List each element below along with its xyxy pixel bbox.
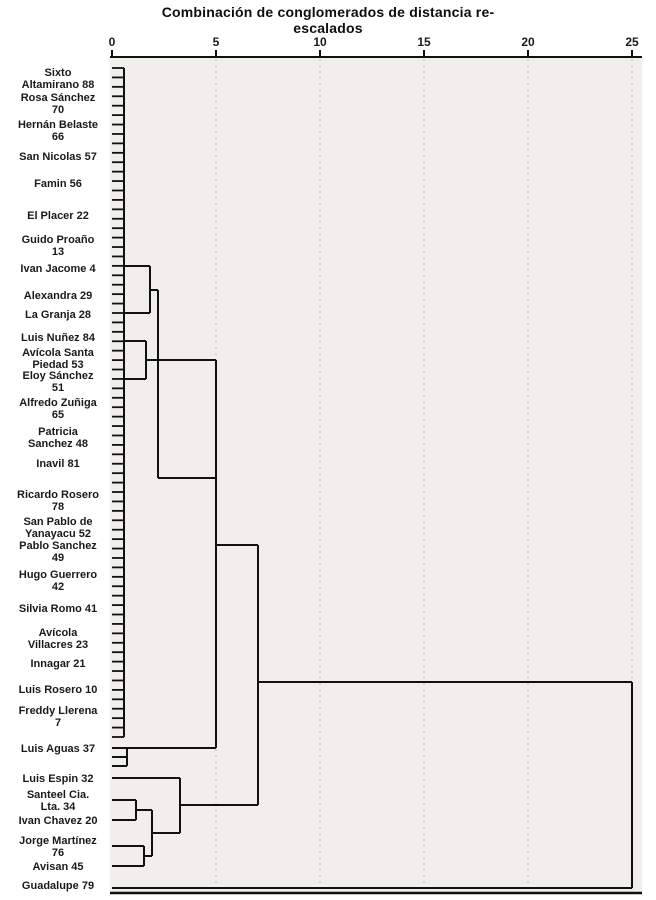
- chart-title-line-1: Combinación de conglomerados de distanci…: [161, 4, 495, 20]
- leaf-label: Luis Espin 32: [23, 773, 94, 785]
- leaf-label: Avisan 45: [33, 861, 84, 873]
- leaf-label: Guido Proaño 13: [22, 234, 95, 258]
- leaf-label: Guadalupe 79: [22, 880, 94, 892]
- leaf-label: Luis Nuñez 84: [21, 332, 96, 344]
- leaf-label: Ricardo Rosero 78: [17, 489, 99, 513]
- leaf-label: Pablo Sanchez 49: [19, 540, 97, 564]
- leaf-label: Ivan Jacome 4: [20, 263, 96, 275]
- leaf-label: Alexandra 29: [24, 290, 92, 302]
- axis-tick-label: 10: [313, 35, 327, 49]
- leaf-label: Hugo Guerrero 42: [19, 569, 98, 593]
- leaf-label: Luis Rosero 10: [19, 684, 98, 696]
- leaf-label: Rosa Sánchez 70: [21, 92, 96, 116]
- leaf-label: Innagar 21: [30, 658, 85, 670]
- leaf-label: San Nicolas 57: [19, 151, 97, 163]
- leaf-label: Jorge Martínez 76: [19, 835, 97, 859]
- plot-area: [110, 57, 642, 893]
- leaf-label: Santeel Cia. Lta. 34: [27, 789, 89, 813]
- leaf-label: La Granja 28: [25, 309, 91, 321]
- leaf-label: Avícola Villacres 23: [28, 627, 88, 651]
- leaf-label: San Pablo de Yanayacu 52: [23, 516, 92, 540]
- leaf-label: Eloy Sánchez 51: [23, 370, 94, 394]
- axis-tick-label: 20: [521, 35, 535, 49]
- leaf-label: El Placer 22: [27, 210, 89, 222]
- leaf-label: Famin 56: [34, 178, 82, 190]
- leaf-label: Sixto Altamirano 88: [22, 67, 95, 91]
- leaf-label: Freddy Llerena 7: [19, 705, 99, 729]
- leaf-label: Hernán Belaste 66: [18, 119, 98, 143]
- chart-title-line-2: escalados: [293, 20, 363, 36]
- leaf-label: Patricia Sanchez 48: [28, 426, 88, 450]
- leaf-label: Alfredo Zuñiga 65: [19, 397, 97, 421]
- chart-title: Combinación de conglomerados de distanci…: [0, 4, 656, 36]
- leaf-label: Luis Aguas 37: [21, 743, 95, 755]
- axis-tick-label: 0: [109, 35, 116, 49]
- leaf-label: Inavil 81: [36, 458, 79, 470]
- axis-tick-label: 5: [213, 35, 220, 49]
- leaf-label: Silvia Romo 41: [19, 603, 97, 615]
- axis-tick-label: 15: [417, 35, 431, 49]
- leaf-label: Ivan Chavez 20: [19, 815, 98, 827]
- axis-tick-label: 25: [625, 35, 639, 49]
- leaf-label: Avícola Santa Piedad 53: [22, 347, 95, 371]
